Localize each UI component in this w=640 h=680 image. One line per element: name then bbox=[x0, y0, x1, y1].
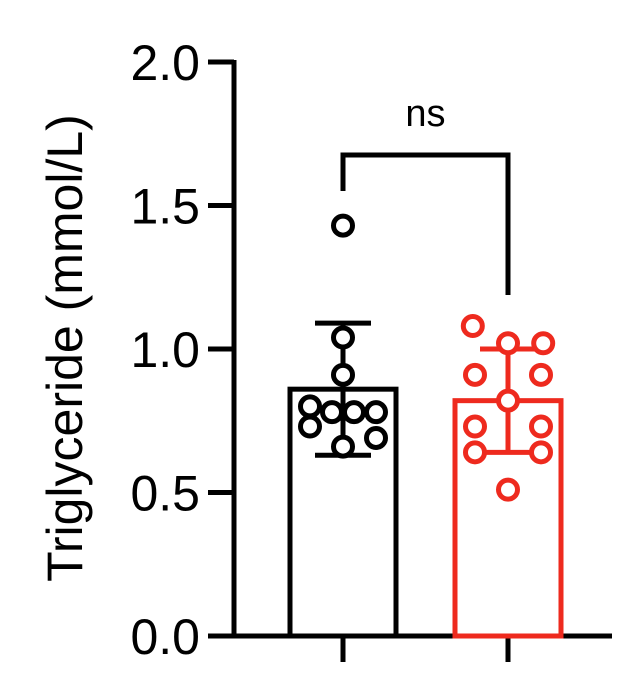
y-tick-label: 0.0 bbox=[130, 609, 200, 665]
data-point bbox=[331, 213, 355, 238]
significance-bracket bbox=[340, 152, 511, 295]
data-point bbox=[342, 400, 366, 425]
data-point bbox=[298, 394, 322, 419]
y-tick-label: 1.5 bbox=[130, 179, 200, 235]
y-tick-label: 1.0 bbox=[130, 322, 200, 378]
data-point bbox=[331, 325, 355, 350]
points bbox=[298, 213, 556, 502]
significance-annotation: ns bbox=[340, 93, 511, 295]
bars bbox=[287, 320, 564, 639]
data-point bbox=[364, 400, 388, 425]
data-point bbox=[460, 314, 485, 339]
axes: 0.0 0.5 1.0 1.5 2.0 bbox=[130, 35, 612, 665]
data-point bbox=[529, 414, 553, 439]
data-point bbox=[364, 425, 388, 450]
significance-label: ns bbox=[405, 93, 445, 135]
y-tick-label: 2.0 bbox=[130, 35, 200, 91]
data-point bbox=[320, 400, 344, 425]
data-point bbox=[496, 388, 520, 413]
data-point bbox=[463, 414, 487, 439]
data-point bbox=[331, 434, 355, 459]
y-axis-label: Triglyceride (mmol/L) bbox=[37, 114, 93, 582]
data-point bbox=[496, 477, 520, 502]
data-point bbox=[463, 440, 487, 465]
data-point bbox=[529, 362, 553, 387]
data-point bbox=[529, 440, 553, 465]
data-point bbox=[531, 331, 556, 356]
data-point bbox=[298, 414, 322, 439]
data-point bbox=[331, 362, 355, 387]
data-point bbox=[463, 362, 487, 387]
data-point bbox=[496, 331, 520, 356]
y-tick-label: 0.5 bbox=[130, 466, 200, 522]
